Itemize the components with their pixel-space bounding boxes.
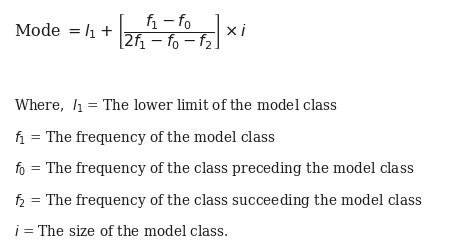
Text: $f_1$ = The frequency of the model class: $f_1$ = The frequency of the model class	[14, 129, 275, 147]
Text: Where,  $l_1$ = The lower limit of the model class: Where, $l_1$ = The lower limit of the mo…	[14, 97, 338, 115]
Text: Mode $= l_1 + \left[\dfrac{f_1 - f_0}{2f_1 - f_0 - f_2}\right] \times i$: Mode $= l_1 + \left[\dfrac{f_1 - f_0}{2f…	[14, 12, 247, 51]
Text: $f_2$ = The frequency of the class succeeding the model class: $f_2$ = The frequency of the class succe…	[14, 192, 423, 210]
Text: $f_0$ = The frequency of the class preceding the model class: $f_0$ = The frequency of the class prece…	[14, 160, 415, 178]
Text: $i$ = The size of the model class.: $i$ = The size of the model class.	[14, 224, 229, 239]
